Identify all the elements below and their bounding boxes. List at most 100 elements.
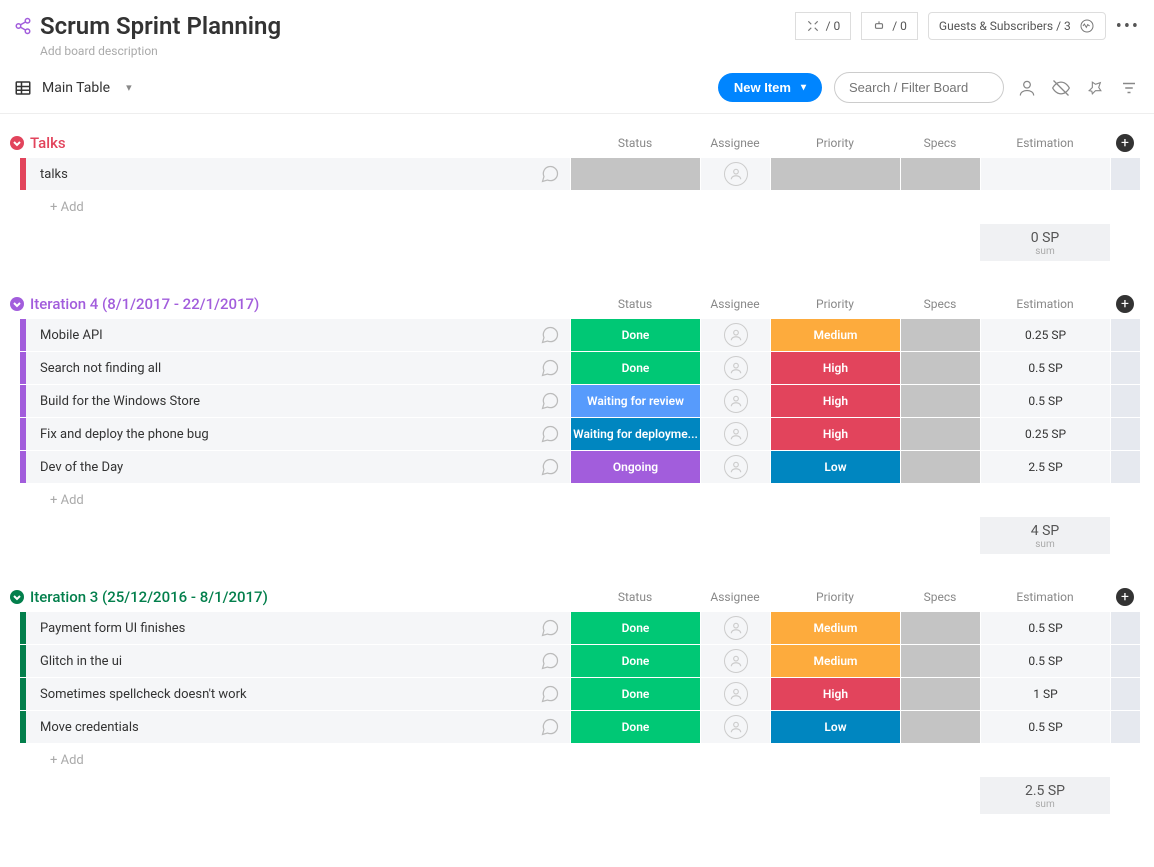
col-header-specs[interactable]: Specs — [900, 590, 980, 604]
row-item-name[interactable]: Move credentials — [26, 711, 530, 743]
cell-assignee[interactable] — [700, 385, 770, 417]
col-header-assignee[interactable]: Assignee — [700, 590, 770, 604]
view-chevron-icon[interactable]: ▾ — [126, 81, 132, 94]
cell-assignee[interactable] — [700, 612, 770, 644]
cell-status[interactable]: Done — [570, 678, 700, 710]
chat-icon[interactable] — [530, 385, 570, 417]
add-column-button[interactable]: + — [1116, 134, 1134, 152]
automation-badge-2[interactable]: / 0 — [861, 12, 918, 40]
cell-status[interactable]: Done — [570, 612, 700, 644]
cell-specs[interactable] — [900, 319, 980, 351]
group-title[interactable]: Iteration 4 (8/1/2017 - 22/1/2017) — [30, 295, 259, 313]
person-filter-icon[interactable] — [1016, 78, 1038, 98]
group-collapse-icon[interactable] — [10, 136, 24, 150]
add-column-button[interactable]: + — [1116, 588, 1134, 606]
cell-estimation[interactable]: 0.25 SP — [980, 418, 1110, 450]
more-menu-icon[interactable]: ••• — [1116, 16, 1140, 37]
cell-estimation[interactable] — [980, 158, 1110, 190]
cell-priority[interactable]: High — [770, 418, 900, 450]
cell-estimation[interactable]: 0.5 SP — [980, 352, 1110, 384]
cell-priority[interactable]: Low — [770, 451, 900, 483]
add-row[interactable]: + Add — [20, 484, 1140, 517]
cell-specs[interactable] — [900, 612, 980, 644]
cell-status[interactable]: Done — [570, 711, 700, 743]
chat-icon[interactable] — [530, 319, 570, 351]
pin-icon[interactable] — [1084, 79, 1106, 97]
cell-priority[interactable]: Medium — [770, 319, 900, 351]
cell-assignee[interactable] — [700, 451, 770, 483]
cell-status[interactable]: Waiting for deployme... — [570, 418, 700, 450]
table-view-icon[interactable] — [14, 79, 32, 97]
table-row[interactable]: Dev of the Day Ongoing Low 2.5 SP — [20, 451, 1140, 484]
row-item-name[interactable]: Payment form UI finishes — [26, 612, 530, 644]
cell-assignee[interactable] — [700, 645, 770, 677]
col-header-specs[interactable]: Specs — [900, 297, 980, 311]
chat-icon[interactable] — [530, 711, 570, 743]
add-column-button[interactable]: + — [1116, 295, 1134, 313]
cell-assignee[interactable] — [700, 711, 770, 743]
guests-subscribers[interactable]: Guests & Subscribers / 3 — [928, 12, 1106, 40]
cell-assignee[interactable] — [700, 678, 770, 710]
cell-assignee[interactable] — [700, 352, 770, 384]
col-header-estimation[interactable]: Estimation — [980, 136, 1110, 150]
add-row[interactable]: + Add — [20, 191, 1140, 224]
chat-icon[interactable] — [530, 612, 570, 644]
eye-hide-icon[interactable] — [1050, 78, 1072, 98]
cell-priority[interactable]: High — [770, 678, 900, 710]
table-row[interactable]: Fix and deploy the phone bug Waiting for … — [20, 418, 1140, 451]
cell-priority[interactable] — [770, 158, 900, 190]
cell-estimation[interactable]: 2.5 SP — [980, 451, 1110, 483]
row-item-name[interactable]: Glitch in the ui — [26, 645, 530, 677]
share-icon[interactable] — [14, 17, 32, 35]
row-item-name[interactable]: Sometimes spellcheck doesn't work — [26, 678, 530, 710]
col-header-status[interactable]: Status — [570, 136, 700, 150]
col-header-assignee[interactable]: Assignee — [700, 297, 770, 311]
cell-priority[interactable]: Medium — [770, 612, 900, 644]
group-collapse-icon[interactable] — [10, 590, 24, 604]
cell-priority[interactable]: Low — [770, 711, 900, 743]
cell-assignee[interactable] — [700, 158, 770, 190]
cell-estimation[interactable]: 0.5 SP — [980, 612, 1110, 644]
table-row[interactable]: Mobile APIDoneMedium0.25 SP — [20, 319, 1140, 352]
row-item-name[interactable]: Mobile API — [26, 319, 530, 351]
group-title[interactable]: Iteration 3 (25/12/2016 - 8/1/2017) — [30, 588, 268, 606]
row-item-name[interactable]: Build for the Windows Store — [26, 385, 530, 417]
col-header-specs[interactable]: Specs — [900, 136, 980, 150]
table-row[interactable]: Move credentials Done Low 0.5 SP — [20, 711, 1140, 744]
col-header-priority[interactable]: Priority — [770, 590, 900, 604]
row-item-name[interactable]: Search not finding all — [26, 352, 530, 384]
board-description[interactable]: Add board description — [14, 44, 281, 58]
cell-status[interactable]: Done — [570, 645, 700, 677]
view-name[interactable]: Main Table — [42, 80, 110, 96]
row-item-name[interactable]: Fix and deploy the phone bug — [26, 418, 530, 450]
cell-specs[interactable] — [900, 645, 980, 677]
cell-assignee[interactable] — [700, 418, 770, 450]
cell-estimation[interactable]: 0.5 SP — [980, 711, 1110, 743]
cell-status[interactable]: Waiting for review — [570, 385, 700, 417]
row-item-name[interactable]: Dev of the Day — [26, 451, 530, 483]
automation-badge-1[interactable]: / 0 — [795, 12, 852, 40]
chat-icon[interactable] — [530, 418, 570, 450]
cell-status[interactable]: Ongoing — [570, 451, 700, 483]
cell-priority[interactable]: Medium — [770, 645, 900, 677]
col-header-priority[interactable]: Priority — [770, 297, 900, 311]
col-header-priority[interactable]: Priority — [770, 136, 900, 150]
cell-specs[interactable] — [900, 385, 980, 417]
cell-estimation[interactable]: 1 SP — [980, 678, 1110, 710]
cell-status[interactable]: Done — [570, 352, 700, 384]
cell-specs[interactable] — [900, 418, 980, 450]
table-row[interactable]: Glitch in the uiDoneMedium0.5 SP — [20, 645, 1140, 678]
board-title[interactable]: Scrum Sprint Planning — [40, 12, 281, 40]
chat-icon[interactable] — [530, 451, 570, 483]
cell-status[interactable]: Done — [570, 319, 700, 351]
cell-priority[interactable]: High — [770, 385, 900, 417]
new-item-button[interactable]: New Item ▾ — [718, 73, 822, 102]
group-title[interactable]: Talks — [30, 134, 66, 152]
col-header-assignee[interactable]: Assignee — [700, 136, 770, 150]
chat-icon[interactable] — [530, 352, 570, 384]
table-row[interactable]: Sometimes spellcheck doesn't work Done Hig… — [20, 678, 1140, 711]
add-row[interactable]: + Add — [20, 744, 1140, 777]
search-input[interactable] — [834, 72, 1004, 103]
chat-icon[interactable] — [530, 645, 570, 677]
cell-specs[interactable] — [900, 678, 980, 710]
